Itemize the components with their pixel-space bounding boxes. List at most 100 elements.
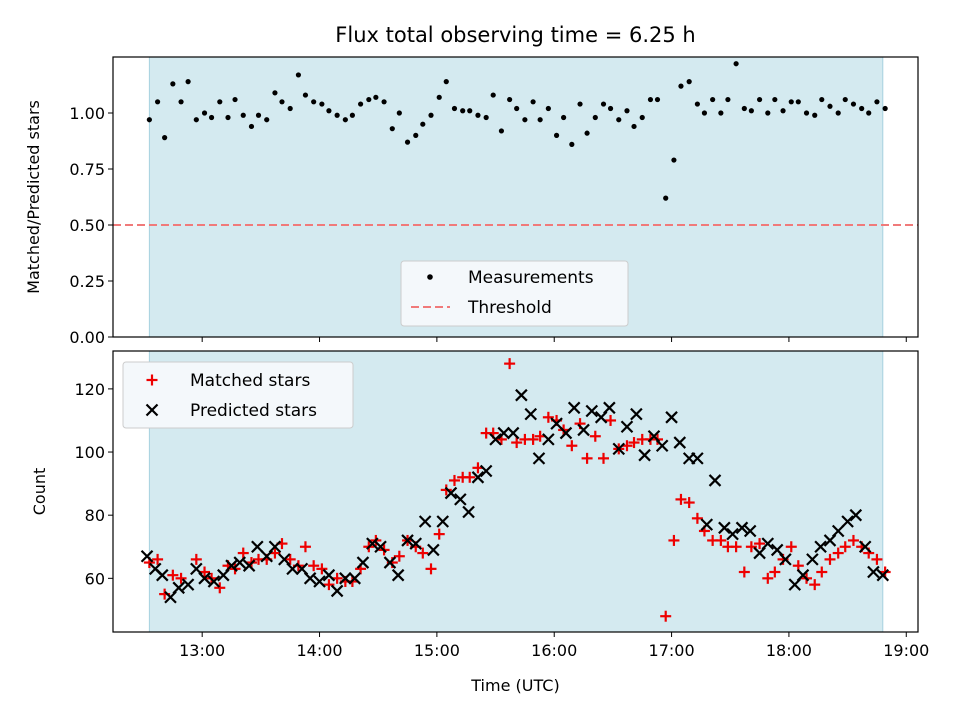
matched-star-point bbox=[598, 452, 610, 464]
measurement-point bbox=[162, 135, 168, 141]
measurement-point bbox=[349, 112, 355, 118]
cross-stroke-b bbox=[303, 572, 317, 585]
chart-title: Flux total observing time = 6.25 h bbox=[335, 23, 695, 47]
measurement-point bbox=[631, 123, 637, 130]
y-tick-label: 80 bbox=[85, 506, 105, 525]
measurement-points bbox=[146, 61, 888, 201]
measurement-point bbox=[842, 96, 848, 103]
measurement-point bbox=[366, 96, 372, 103]
cross-stroke-b bbox=[148, 562, 162, 576]
measurement-point bbox=[577, 101, 583, 107]
x-tick-label: 17:00 bbox=[649, 641, 695, 660]
x-tick-label: 13:00 bbox=[179, 641, 225, 660]
top-axes-frame bbox=[112, 56, 919, 338]
predicted-star-point bbox=[858, 540, 872, 554]
measurement-point bbox=[302, 92, 309, 98]
bottom-legend: Matched stars Predicted stars bbox=[122, 361, 354, 429]
predicted-star-point bbox=[524, 407, 538, 421]
matched-star-point bbox=[668, 534, 680, 546]
matched-star-point bbox=[839, 541, 851, 553]
measurement-point bbox=[819, 96, 825, 103]
measurement-point bbox=[255, 112, 262, 118]
predicted-star-point bbox=[603, 401, 616, 415]
cross-stroke-b bbox=[559, 426, 573, 440]
matched-star-point bbox=[762, 572, 774, 584]
y-tick-label: 0.25 bbox=[69, 272, 105, 291]
cross-stroke-b bbox=[278, 553, 291, 566]
measurement-point bbox=[780, 108, 786, 114]
cross-stroke-b bbox=[779, 553, 792, 566]
cross-stroke-b bbox=[242, 559, 256, 572]
legend-predicted-label: Predicted stars bbox=[190, 401, 317, 421]
matched-star-point bbox=[785, 541, 797, 553]
cross-stroke-b bbox=[454, 493, 467, 506]
measurement-point bbox=[765, 110, 771, 116]
measurement-point bbox=[812, 112, 818, 118]
cross-stroke-b bbox=[506, 426, 520, 440]
measurement-point bbox=[788, 99, 794, 105]
predicted-star-point bbox=[391, 568, 405, 582]
predicted-star-point bbox=[612, 442, 626, 456]
measurement-point bbox=[240, 112, 246, 118]
predicted-star-point bbox=[225, 559, 238, 572]
measurement-point bbox=[460, 108, 466, 114]
predicted-star-point bbox=[401, 534, 414, 547]
legend-predicted-marker bbox=[145, 403, 159, 417]
cross-stroke-b bbox=[655, 439, 669, 452]
x-tick-label: 19:00 bbox=[883, 641, 929, 660]
predicted-star-point bbox=[708, 474, 722, 487]
cross-stroke-b bbox=[391, 568, 405, 582]
matched-star-point bbox=[847, 534, 859, 546]
predicted-star-point bbox=[718, 521, 731, 535]
predicted-star-point bbox=[198, 572, 211, 585]
measurement-point bbox=[624, 108, 630, 114]
measurement-point bbox=[671, 157, 677, 163]
measurement-point bbox=[248, 123, 255, 130]
measurement-point bbox=[264, 117, 270, 123]
cross-stroke-b bbox=[532, 452, 546, 465]
top-legend-box bbox=[400, 260, 629, 327]
measurement-point bbox=[616, 117, 622, 123]
measurement-point bbox=[748, 108, 754, 114]
matched-star-point bbox=[730, 541, 742, 553]
predicted-star-point bbox=[497, 426, 511, 440]
predicted-star-point bbox=[286, 562, 299, 576]
cross-stroke-b bbox=[550, 417, 563, 430]
predicted-star-point bbox=[726, 527, 739, 541]
measurement-point bbox=[795, 99, 801, 105]
measurement-point bbox=[584, 130, 590, 136]
predicted-star-point bbox=[322, 568, 336, 582]
measurement-point bbox=[311, 99, 317, 105]
bottom-y-axis-label: Count bbox=[30, 468, 49, 516]
measurement-point bbox=[389, 126, 395, 132]
measurement-point bbox=[319, 101, 325, 107]
cross-stroke-b bbox=[251, 540, 264, 554]
cross-stroke-b bbox=[770, 543, 784, 557]
matched-star-point bbox=[660, 610, 672, 622]
measurement-point bbox=[170, 81, 176, 87]
measurement-point bbox=[537, 117, 543, 123]
cross-stroke-b bbox=[577, 423, 590, 437]
predicted-star-point bbox=[867, 565, 880, 579]
cross-stroke-b bbox=[207, 575, 221, 588]
cross-stroke-b bbox=[726, 527, 739, 541]
cross-stroke-b bbox=[198, 572, 211, 585]
measurement-point bbox=[710, 96, 716, 103]
matched-star-point bbox=[393, 550, 405, 562]
y-tick-label: 0.75 bbox=[69, 160, 105, 179]
predicted-star-point bbox=[806, 553, 819, 566]
x-tick-label: 15:00 bbox=[414, 641, 460, 660]
cross-stroke-b bbox=[612, 442, 626, 456]
matched-star-point bbox=[417, 547, 429, 559]
measurement-point bbox=[178, 99, 184, 105]
predicted-star-point bbox=[506, 426, 520, 440]
cross-stroke-b bbox=[140, 549, 154, 563]
cross-stroke-b bbox=[444, 486, 458, 500]
matched-star-point bbox=[589, 430, 601, 442]
measurement-point bbox=[201, 110, 208, 116]
measurement-point bbox=[600, 101, 607, 107]
matched-star-point bbox=[824, 553, 836, 565]
cross-stroke-b bbox=[630, 407, 643, 421]
matched-star-point bbox=[308, 560, 320, 572]
measurement-point bbox=[553, 132, 560, 138]
